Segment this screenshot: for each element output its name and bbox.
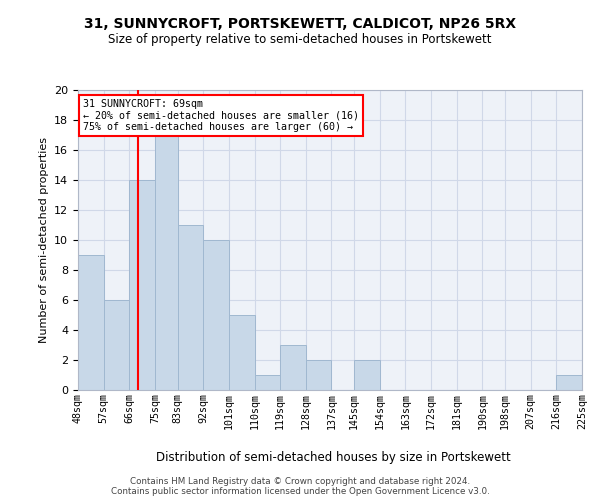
Bar [129,180,155,390]
Text: Contains HM Land Registry data © Crown copyright and database right 2024.: Contains HM Land Registry data © Crown c… [130,476,470,486]
Text: Distribution of semi-detached houses by size in Portskewett: Distribution of semi-detached houses by … [155,451,511,464]
Bar [556,375,582,390]
Text: Size of property relative to semi-detached houses in Portskewett: Size of property relative to semi-detach… [108,32,492,46]
Bar [104,300,129,390]
Bar [155,135,178,390]
Bar [354,360,380,390]
Text: 31 SUNNYCROFT: 69sqm
← 20% of semi-detached houses are smaller (16)
75% of semi-: 31 SUNNYCROFT: 69sqm ← 20% of semi-detac… [83,99,359,132]
Bar [280,345,306,390]
Bar [254,375,280,390]
Text: Contains public sector information licensed under the Open Government Licence v3: Contains public sector information licen… [110,486,490,496]
Bar [78,255,104,390]
Bar [203,240,229,390]
Bar [229,315,254,390]
Bar [306,360,331,390]
Bar [178,225,203,390]
Y-axis label: Number of semi-detached properties: Number of semi-detached properties [38,137,49,343]
Text: 31, SUNNYCROFT, PORTSKEWETT, CALDICOT, NP26 5RX: 31, SUNNYCROFT, PORTSKEWETT, CALDICOT, N… [84,18,516,32]
